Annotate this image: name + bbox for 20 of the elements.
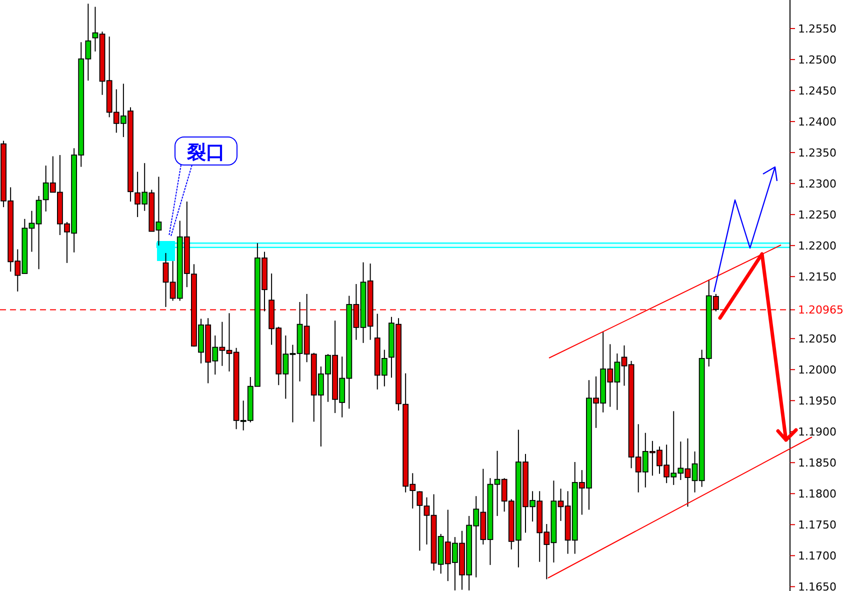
y-tick-label: 1.1850 [798, 456, 836, 470]
y-tick-label: 1.2450 [798, 84, 836, 98]
y-tick-label: 1.1900 [798, 425, 836, 438]
y-tick-label: 1.1950 [798, 394, 836, 408]
y-tick-label: 1.2000 [798, 363, 836, 376]
y-tick-label: 1.2400 [798, 115, 836, 128]
y-tick-label: 1.1750 [798, 518, 836, 532]
y-tick-label: 1.2300 [798, 177, 836, 190]
y-tick-label: 1.1800 [798, 487, 836, 500]
annotation: 裂口 [186, 142, 225, 164]
y-tick-label: 1.2150 [798, 270, 836, 284]
y-tick-label: 1.2550 [798, 22, 836, 36]
y-tick-label: 1.2200 [798, 239, 836, 252]
ref-line-label: 1.20965 [798, 304, 844, 317]
y-tick-label: 1.2250 [798, 208, 836, 222]
y-tick-label: 1.2500 [798, 53, 836, 66]
y-tick-label: 1.2050 [798, 332, 836, 346]
y-tick-label: 1.1650 [798, 580, 836, 591]
y-tick-label: 1.1700 [798, 550, 836, 562]
y-tick-label: 1.2350 [798, 146, 836, 160]
